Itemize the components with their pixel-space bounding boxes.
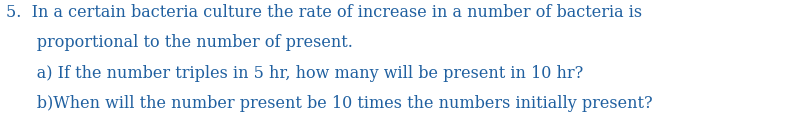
Text: 5.  In a certain bacteria culture the rate of increase in a number of bacteria i: 5. In a certain bacteria culture the rat… <box>6 4 642 21</box>
Text: proportional to the number of present.: proportional to the number of present. <box>6 34 354 51</box>
Text: b)When will the number present be 10 times the numbers initially present?: b)When will the number present be 10 tim… <box>6 95 653 112</box>
Text: a) If the number triples in 5 hr, how many will be present in 10 hr?: a) If the number triples in 5 hr, how ma… <box>6 65 584 82</box>
